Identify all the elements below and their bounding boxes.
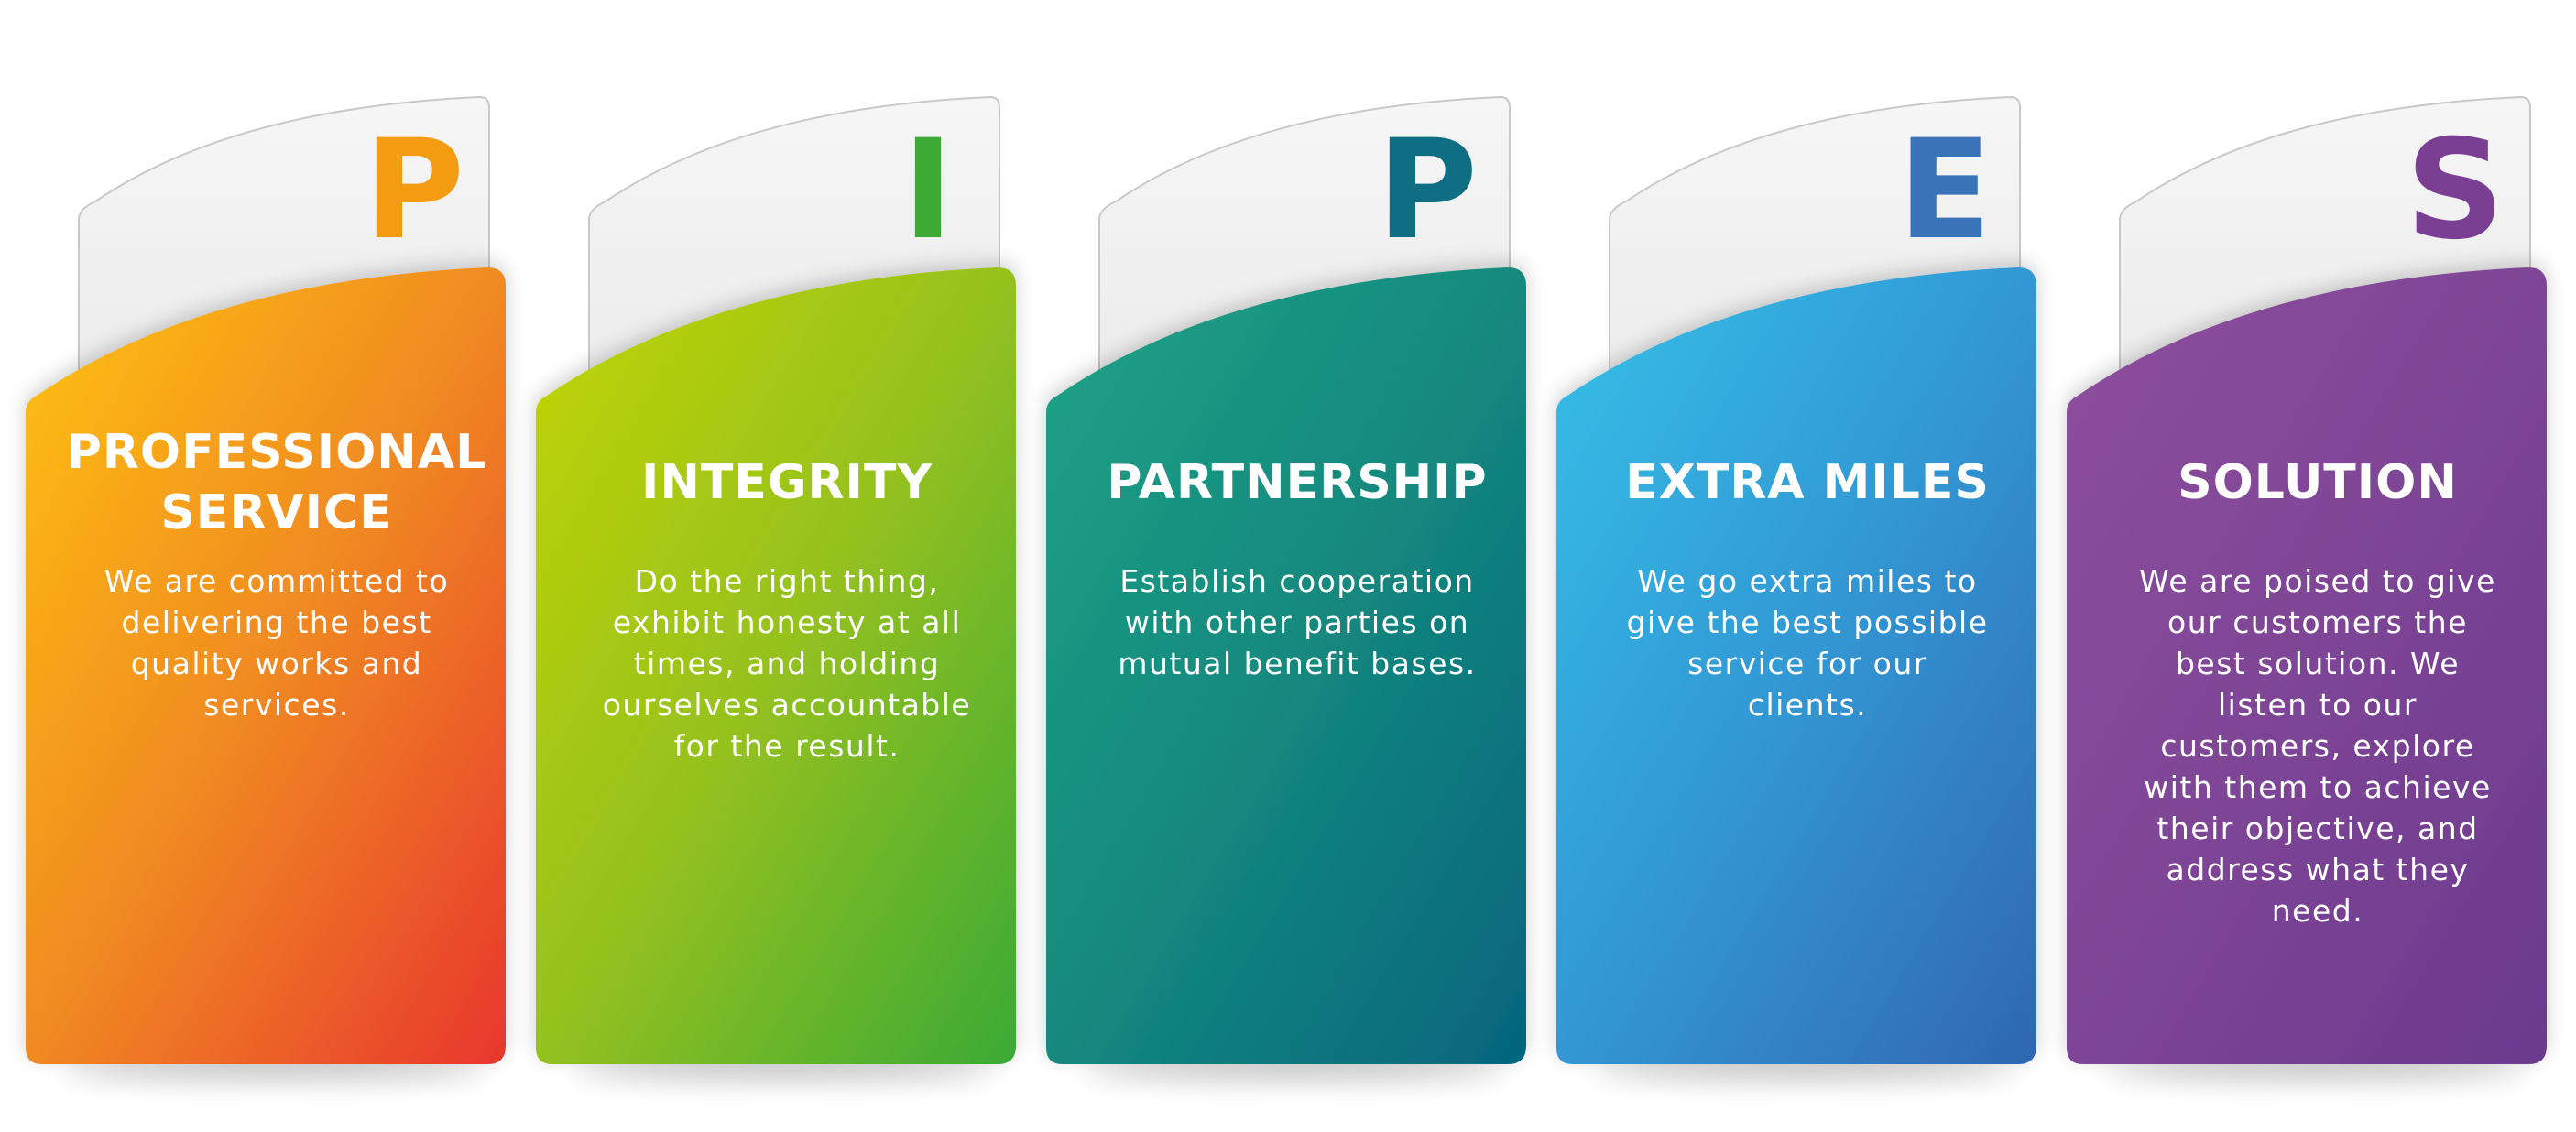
- pillar-card-integrity: I INTEGRITY Do the right thing, exhibit …: [532, 0, 1045, 1132]
- pillar-title: PROFESSIONAL SERVICE: [66, 425, 487, 540]
- pillar-description: Do the right thing, exhibit honesty at a…: [602, 563, 972, 764]
- pillar-card-solution: S SOLUTION We are poised to give our cus…: [2063, 0, 2576, 1132]
- card-floor-shadow: [574, 1061, 996, 1079]
- pillar-letter: S: [2405, 111, 2505, 270]
- pillar-letter: I: [902, 111, 954, 270]
- card-shape: [2067, 95, 2547, 1079]
- card-shape: [1556, 95, 2036, 1079]
- card-floor-shadow: [1085, 1061, 1506, 1079]
- card-shape: [1046, 95, 1526, 1079]
- pillar-card-extra-miles: E EXTRA MILES We go extra miles to give …: [1553, 0, 2066, 1132]
- card-body: [1046, 267, 1526, 1064]
- pillar-description: We are poised to give our customers the …: [2139, 563, 2496, 929]
- card-body: [1556, 267, 2036, 1064]
- pillar-letter: E: [1897, 111, 1992, 270]
- card-shape: [536, 95, 1016, 1079]
- card-body: [26, 267, 506, 1064]
- pillar-title: PARTNERSHIP: [1107, 455, 1488, 510]
- pillar-title: SOLUTION: [2178, 455, 2458, 510]
- pillar-card-partnership: P PARTNERSHIP Establish cooperation with…: [1042, 0, 1555, 1132]
- card-shape: [26, 95, 506, 1079]
- pillar-letter: P: [1377, 111, 1478, 270]
- pillar-description: We are committed to delivering the best …: [104, 563, 450, 723]
- pillar-letter: P: [364, 111, 464, 270]
- card-body: [536, 267, 1016, 1064]
- card-floor-shadow: [2105, 1061, 2527, 1079]
- pillar-title: INTEGRITY: [640, 455, 933, 510]
- pillar-card-professional-service: P PROFESSIONAL SERVICE We are committed …: [22, 0, 535, 1132]
- card-body: [2067, 267, 2547, 1064]
- pillar-title: EXTRA MILES: [1625, 455, 1990, 510]
- pillar-description: We go extra miles to give the best possi…: [1626, 563, 1989, 723]
- card-floor-shadow: [1595, 1061, 2016, 1079]
- card-floor-shadow: [64, 1061, 486, 1079]
- pillar-description: Establish cooperation with other parties…: [1118, 563, 1477, 681]
